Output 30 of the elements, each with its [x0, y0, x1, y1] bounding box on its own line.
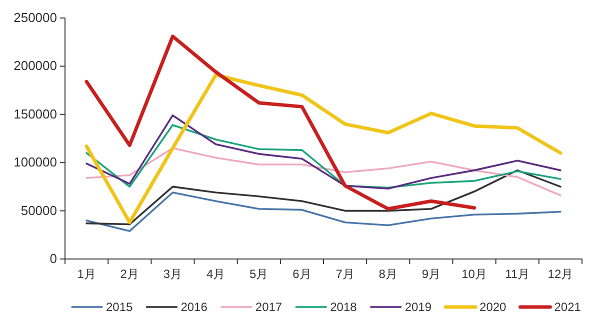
legend-label: 2019	[404, 300, 432, 314]
line-series	[84, 73, 562, 224]
y-tick-label: 150000	[14, 106, 57, 122]
x-tick-label: 8月	[378, 267, 398, 281]
y-tick-label: 250000	[14, 10, 57, 25]
y-tick-label: 50000	[20, 202, 57, 218]
line-series	[84, 34, 476, 211]
legend-label: 2017	[255, 300, 282, 314]
x-tick-label: 6月	[292, 267, 312, 281]
x-tick-label: 4月	[206, 267, 226, 281]
x-tick-label: 9月	[422, 267, 441, 281]
x-tick-label: 1月	[77, 267, 96, 281]
x-tick-label: 11月	[505, 267, 530, 281]
legend-label: 2021	[554, 300, 582, 314]
line-series	[86, 169, 562, 226]
y-tick-label: 200000	[14, 58, 57, 74]
legend-label: 2016	[180, 300, 208, 314]
line-series	[86, 192, 562, 232]
x-tick-label: 12月	[548, 267, 574, 281]
x-tick-label: 2月	[120, 267, 139, 281]
x-tick-label: 10月	[462, 267, 487, 281]
x-tick-label: 3月	[163, 267, 182, 281]
x-tick-label: 7月	[336, 267, 354, 281]
x-tick-label: 5月	[250, 267, 268, 281]
y-tick-label: 0	[50, 251, 57, 266]
legend-label: 2020	[480, 300, 507, 314]
legend-label: 2015	[106, 300, 134, 314]
legend-label: 2018	[330, 300, 358, 314]
line-series	[86, 147, 562, 196]
y-tick-label: 100000	[14, 154, 57, 170]
